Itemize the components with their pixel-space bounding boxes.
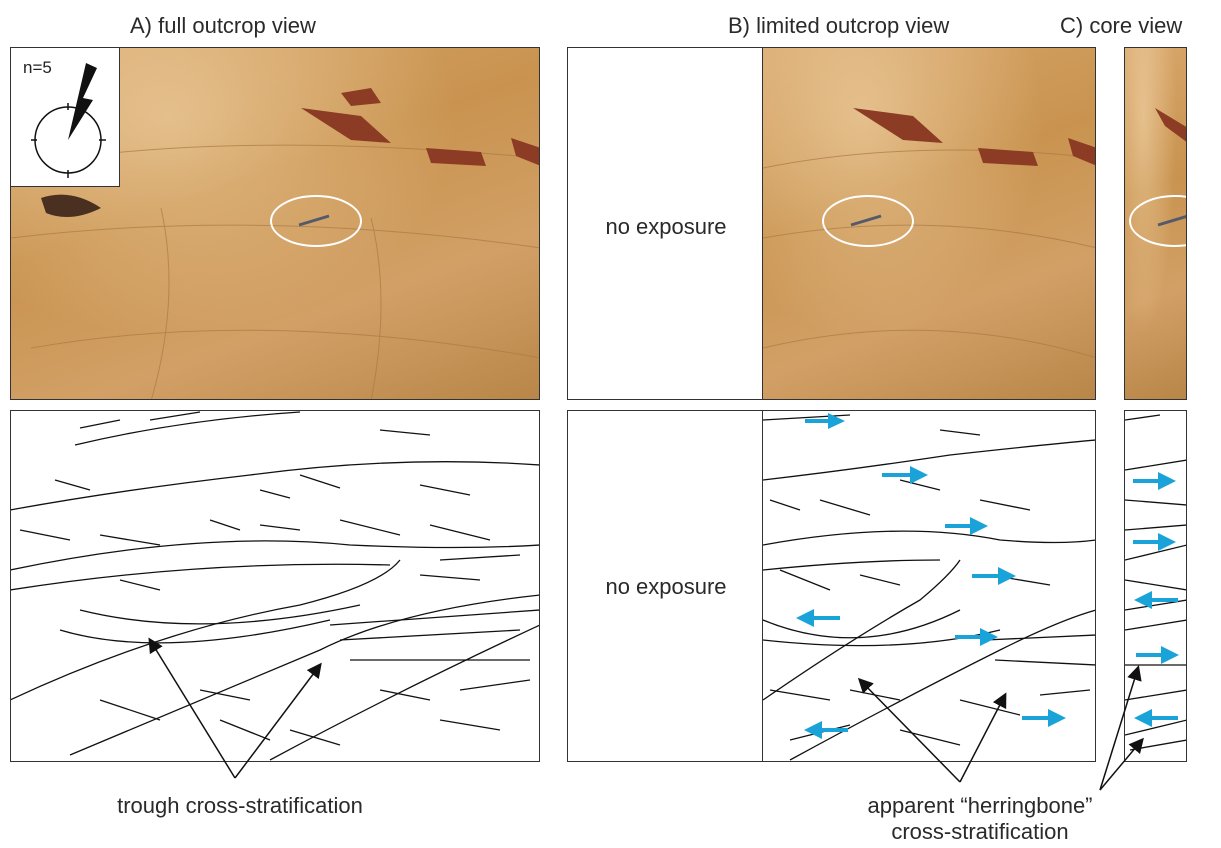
caption-herringbone-line2: cross-stratification	[891, 819, 1069, 844]
arrow-right-icon	[1133, 533, 1176, 551]
arrow-right-icon	[1136, 646, 1179, 664]
core-sketch-c	[1125, 414, 1186, 751]
pointer-herring-core-2	[1099, 737, 1144, 791]
arrow-right-icon	[972, 567, 1016, 585]
rose-count-label: n=5	[23, 58, 52, 77]
arrow-right-icon	[1022, 709, 1066, 727]
core-photo-c	[1124, 47, 1187, 400]
trough-sketch-a	[11, 411, 539, 761]
arrow-right-icon	[955, 628, 998, 646]
outcrop-photo-b	[762, 47, 1096, 400]
photo-c-details	[1129, 108, 1186, 247]
sketch-box-b	[762, 410, 1096, 762]
pointer-herring-1	[857, 677, 961, 783]
arrow-left-icon	[804, 721, 848, 739]
rose-diagram	[31, 63, 106, 178]
pointer-trough-2	[234, 662, 322, 779]
arrow-right-icon	[882, 466, 928, 484]
caption-herringbone-line1: apparent “herringbone”	[867, 793, 1093, 818]
arrow-right-icon	[1133, 472, 1176, 490]
photo-b-details	[763, 108, 1095, 358]
pointer-herring-core-1	[1099, 665, 1142, 791]
panel-a-title: A) full outcrop view	[130, 13, 316, 38]
paleocurrent-arrows	[796, 413, 1179, 739]
no-exposure-upper-box: no exposure	[567, 47, 763, 400]
panel-b-title: B) limited outcrop view	[728, 13, 950, 38]
arrow-right-icon	[805, 413, 845, 429]
panel-c-title: C) core view	[1060, 13, 1183, 38]
sketch-box-a	[10, 410, 540, 762]
no-exposure-lower-label: no exposure	[605, 574, 727, 599]
pointer-trough-1	[148, 637, 236, 779]
arrow-right-icon	[945, 517, 988, 535]
herringbone-sketch-b	[763, 414, 1095, 761]
caption-trough: trough cross-stratification	[117, 793, 363, 818]
arrow-left-icon	[796, 609, 840, 627]
no-exposure-lower-box: no exposure	[567, 410, 763, 762]
arrow-left-icon	[1134, 709, 1178, 727]
arrow-left-icon	[1134, 591, 1178, 609]
pointer-herring-2	[959, 692, 1007, 783]
rose-diagram-box: n=5	[10, 47, 120, 187]
no-exposure-upper-label: no exposure	[605, 214, 727, 239]
